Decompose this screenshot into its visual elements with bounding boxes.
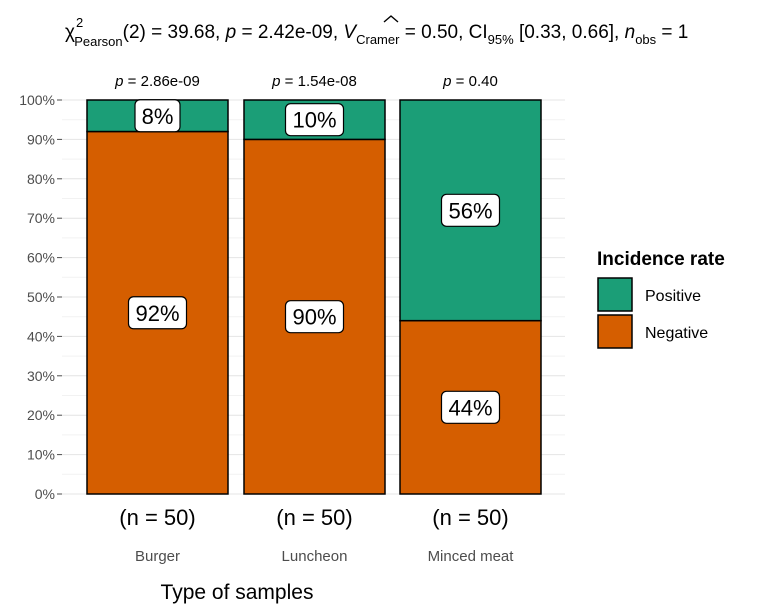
p-value-label: p = 0.40 [442, 73, 498, 90]
data-label: 90% [292, 305, 336, 330]
subtitle-ci-sub: 95% [488, 32, 514, 47]
y-tick-label: 90% [27, 131, 55, 147]
y-tick-label: 50% [27, 289, 55, 305]
subtitle-p-label: p [225, 22, 237, 43]
data-label-box [134, 99, 181, 133]
p-value-label: p = 1.54e-08 [271, 73, 357, 90]
subtitle-v-label: V [343, 22, 358, 43]
n-label: (n = 50) [432, 505, 508, 530]
legend-swatch-negative [597, 314, 633, 349]
subtitle-chi-sub: Pearson [74, 34, 122, 49]
data-label-box [440, 193, 501, 227]
y-tick-label: 70% [27, 210, 55, 226]
y-tick-label: 60% [27, 250, 55, 266]
legend-label: Positive [645, 288, 701, 305]
data-label: 44% [448, 395, 492, 420]
n-label: (n = 50) [119, 505, 195, 530]
data-label: 8% [142, 104, 174, 129]
legend-swatch-positive [597, 277, 633, 312]
p-value-label: p = 2.86e-09 [114, 73, 200, 90]
x-tick-label: Burger [135, 548, 180, 565]
x-tick-label: Minced meat [428, 548, 515, 565]
p-value-label-value: = 0.40 [452, 73, 498, 90]
subtitle-ci: [0.33, 0.66], [514, 22, 625, 43]
p-value-label-p: p [442, 73, 451, 90]
x-axis-title: Type of samples [161, 581, 314, 604]
y-tick-label: 20% [27, 407, 55, 423]
y-tick-label: 80% [27, 171, 55, 187]
subtitle-v: = 0.50, CI [399, 22, 487, 43]
data-label: 10% [292, 108, 336, 133]
chart-subtitle: χ2 Pearson(2) = 39.68, p = 2.42e-09, VCra… [65, 15, 688, 49]
subtitle-n: = 1 [656, 22, 688, 43]
data-label-box [440, 390, 501, 424]
data-label: 92% [135, 301, 179, 326]
data-label: 56% [448, 198, 492, 223]
p-value-label-value: = 1.54e-08 [281, 73, 357, 90]
subtitle-v-sub: Cramer [356, 32, 400, 47]
n-label: (n = 50) [276, 505, 352, 530]
y-tick-label: 100% [19, 92, 55, 108]
y-tick-label: 0% [35, 486, 55, 502]
y-tick-label: 30% [27, 368, 55, 384]
legend-title: Incidence rate [597, 249, 725, 270]
subtitle-df: (2) = 39.68, [123, 22, 226, 43]
v-hat-icon [383, 15, 399, 23]
x-tick-label: Luncheon [282, 548, 348, 565]
data-label-box [284, 103, 345, 137]
subtitle-n-label: n [625, 22, 636, 43]
y-tick-label: 10% [27, 447, 55, 463]
legend-label: Negative [645, 325, 708, 342]
subtitle-chi-sup: 2 [76, 15, 83, 30]
p-value-label-p: p [271, 73, 280, 90]
p-value-label-p: p [114, 73, 123, 90]
y-tick-label: 40% [27, 328, 55, 344]
bar-negative [243, 138, 386, 495]
subtitle-chi: χ [65, 22, 75, 43]
subtitle-p: = 2.42e-09, [236, 22, 343, 43]
data-label-box [284, 300, 345, 334]
subtitle-n-sub: obs [635, 32, 656, 47]
p-value-label-value: = 2.86e-09 [124, 73, 200, 90]
data-label-box [127, 296, 188, 330]
